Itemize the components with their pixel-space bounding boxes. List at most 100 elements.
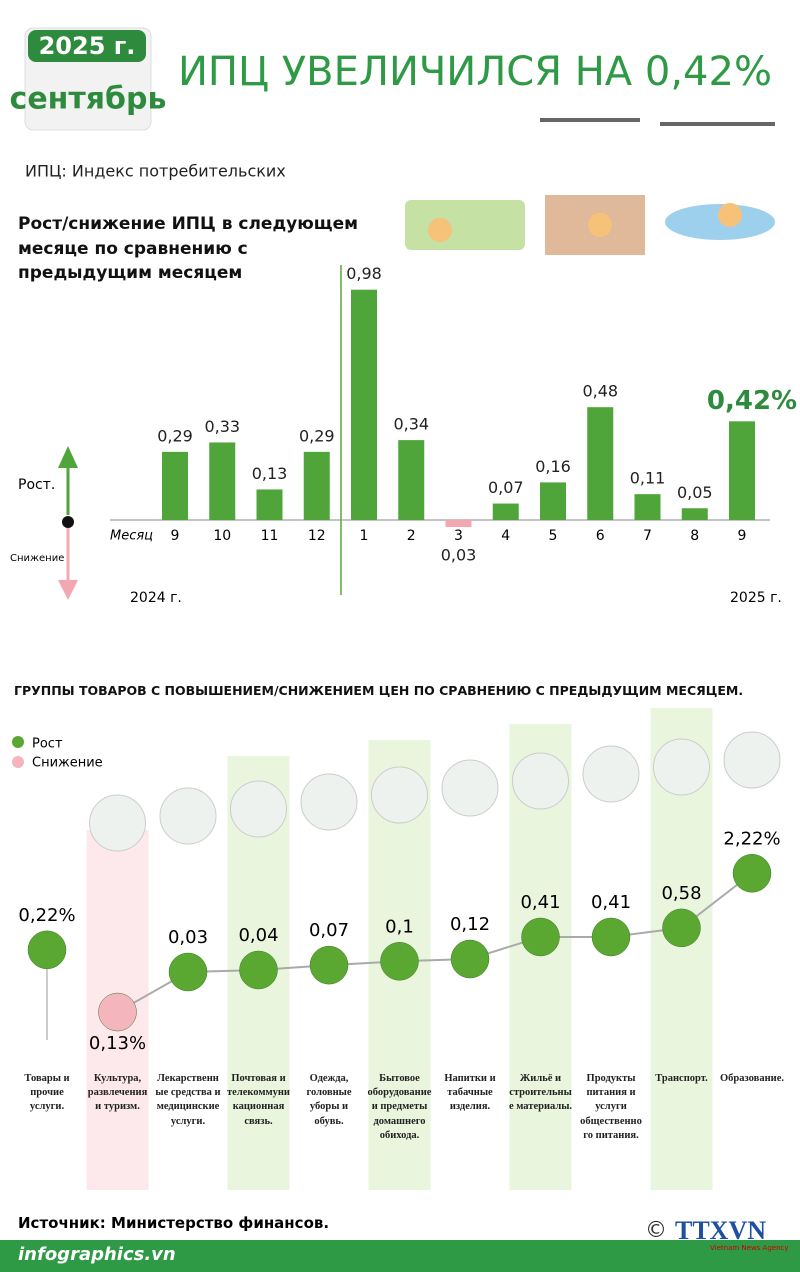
category-label: Одежда, головные уборы и обувь.	[306, 1073, 352, 1127]
category-label: Товары и прочие услуги.	[24, 1073, 70, 1113]
year: 2025 г.	[39, 32, 136, 60]
category-label: Жильё и строительные материалы.	[508, 1073, 573, 1113]
logo-sub: Vietnam News Agency	[710, 1244, 789, 1252]
bar	[540, 482, 566, 520]
value-label: 0,42%	[707, 386, 797, 416]
x-axis-label: Месяц	[110, 529, 153, 544]
dot	[239, 950, 278, 990]
legend-up: Рост.	[18, 477, 55, 493]
bar	[303, 451, 330, 520]
dot	[98, 992, 137, 1032]
main-title: ИПЦ УВЕЛИЧИЛСЯ НА 0,42%	[178, 49, 772, 95]
bar	[634, 494, 661, 520]
icon	[653, 738, 710, 796]
value-label: 0,04	[238, 925, 278, 946]
x-tick-label: 9	[171, 528, 180, 544]
x-tick-label: 3	[454, 528, 463, 544]
dot	[309, 945, 349, 985]
value-label: 0,07	[309, 920, 349, 941]
note: ИПЦ: Индекс потребительских	[25, 162, 286, 181]
market-illustration	[405, 118, 775, 255]
bar	[256, 489, 283, 520]
bar	[681, 508, 708, 520]
x-tick-label: 6	[596, 528, 605, 544]
value-label: 0,03	[441, 546, 477, 565]
icon	[159, 787, 217, 845]
value-label: 2,22%	[723, 828, 780, 849]
category-label: Транспорт.	[655, 1073, 708, 1084]
bar	[209, 442, 236, 520]
x-tick-label: 9	[738, 528, 747, 544]
value-label: 0,41	[520, 892, 560, 913]
value-label: 0,11	[630, 469, 666, 488]
value-label: 0,1	[385, 916, 414, 937]
bar	[351, 289, 377, 520]
site: infographics.vn	[18, 1244, 176, 1265]
x-tick-label: 10	[213, 528, 231, 544]
category-label: Лекарственные средства и медицинские усл…	[155, 1073, 221, 1127]
bar	[445, 520, 472, 528]
icon	[441, 759, 499, 817]
calendar-top	[28, 30, 146, 62]
bar	[162, 451, 188, 520]
icon	[89, 794, 146, 852]
down-arrow-head	[58, 580, 78, 600]
x-tick-label: 5	[549, 528, 558, 544]
category-label: Напитки и табачные изделия.	[444, 1073, 496, 1113]
category-label: Образование.	[720, 1073, 784, 1084]
value-label: 0,16	[535, 457, 571, 476]
legend-dot	[12, 756, 24, 768]
value-label: 0,34	[393, 415, 429, 434]
value-label: 0,29	[299, 426, 335, 445]
value-label: 0,03	[168, 927, 208, 948]
value-label: 0,12	[450, 914, 490, 935]
bar	[587, 407, 614, 520]
copyright: ©	[645, 1218, 667, 1243]
year-label: 2024 г.	[130, 590, 182, 606]
value-label: 0,07	[488, 478, 524, 497]
dot	[732, 854, 772, 893]
x-tick-label: 12	[308, 528, 326, 544]
dot	[521, 917, 560, 957]
x-tick-label: 1	[360, 528, 369, 544]
x-tick-label: 4	[501, 528, 510, 544]
footer-bar	[0, 1240, 800, 1272]
category-label: Продукты питания и услуги общественного …	[580, 1073, 642, 1141]
x-tick-label: 2	[407, 528, 416, 544]
dot	[380, 942, 419, 981]
value-label: 0,98	[346, 264, 382, 283]
icon	[512, 752, 569, 810]
x-tick-label: 11	[261, 528, 279, 544]
legend-label: Рост	[32, 737, 63, 752]
value-label: 0,22%	[18, 905, 75, 926]
category-label: Бытовое оборудование и предметы домашнег…	[367, 1073, 432, 1141]
value-label: 0,48	[582, 382, 618, 401]
value-label: 0,58	[661, 883, 701, 904]
value-label: 0,33	[204, 417, 240, 436]
value-label: 0,13%	[89, 1033, 146, 1054]
dot	[27, 930, 67, 970]
bar	[398, 440, 425, 520]
dot	[168, 952, 208, 992]
logo: TTXVN	[675, 1216, 767, 1245]
icon	[230, 780, 287, 838]
dot-chart-title: ГРУППЫ ТОВАРОВ С ПОВЫШЕНИЕМ/СНИЖЕНИЕМ ЦЕ…	[14, 683, 744, 698]
x-tick-label: 7	[643, 528, 652, 544]
x-tick-label: 8	[690, 528, 699, 544]
category-label: Почтовая и телекоммуникационная связь.	[227, 1073, 290, 1127]
bar	[492, 503, 519, 520]
icon	[371, 766, 428, 824]
value-label: 0,13	[252, 464, 288, 483]
icon	[582, 745, 640, 803]
bar	[729, 421, 755, 520]
value-label: 0,05	[677, 483, 713, 502]
legend-label: Снижение	[32, 756, 103, 771]
year-label: 2025 г.	[730, 590, 782, 606]
icon	[723, 731, 781, 789]
legend-down: Снижение	[10, 553, 64, 564]
value-label: 0,41	[591, 892, 631, 913]
value-label: 0,29	[157, 426, 193, 445]
source: Источник: Министерство финансов.	[18, 1214, 330, 1232]
